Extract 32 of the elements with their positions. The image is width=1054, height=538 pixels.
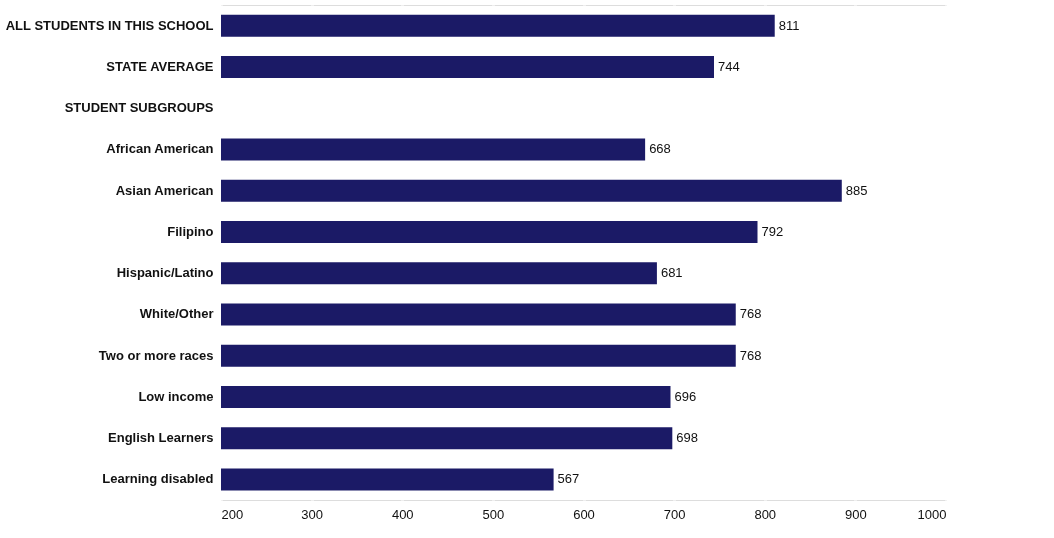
data-label: 811 [778,17,800,33]
data-label: 668 [649,141,671,157]
y-tick-label: STUDENT SUBGROUPS [64,100,214,116]
x-tick-label: 600 [573,506,595,522]
y-tick-label: Two or more races [98,347,214,363]
x-tick-label: 200 [221,506,244,522]
data-label: 768 [739,306,762,322]
data-label: 768 [739,347,762,363]
x-tick-label: 900 [845,506,867,522]
y-tick-label: ALL STUDENTS IN THIS SCHOOL [5,17,214,33]
x-tick-label: 500 [482,506,505,522]
data-label: 885 [845,182,868,198]
x-tick-label: 300 [301,506,323,522]
y-tick-label: Hispanic/Latino [116,265,214,281]
y-tick-label: African American [106,141,214,157]
y-tick-label: English Learners [108,430,214,446]
y-tick-label: Filipino [167,223,214,239]
data-label: 792 [761,223,784,239]
x-tick-label: 1000 [917,506,947,522]
data-label: 567 [557,471,580,487]
data-label: 744 [718,58,740,74]
y-tick-label: Asian American [115,182,214,198]
data-label: 681 [660,265,683,281]
data-label: 698 [676,430,699,446]
y-tick-label: STATE AVERAGE [106,58,214,74]
y-tick-label: Learning disabled [102,471,214,487]
x-tick-label: 800 [754,506,777,522]
y-tick-label: White/Other [139,306,214,322]
x-tick-label: 400 [391,506,414,522]
x-tick-label: 700 [663,506,686,522]
data-label: 696 [674,388,697,404]
y-tick-label: Low income [138,388,214,404]
